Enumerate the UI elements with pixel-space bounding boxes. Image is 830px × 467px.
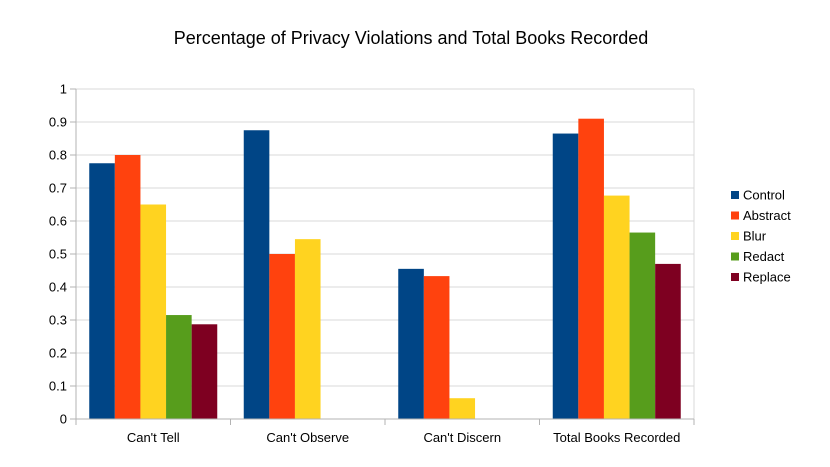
bar-abstract-1: [114, 155, 141, 419]
bar-redact-1: [166, 315, 192, 419]
chart-title: Percentage of Privacy Violations and Tot…: [174, 28, 649, 48]
y-tick-label: 0.6: [49, 214, 67, 229]
bar-abstract-3: [423, 276, 450, 419]
bar-replace-4: [655, 263, 681, 419]
bar-redact-4: [629, 232, 656, 419]
bar-abstract-2: [269, 254, 295, 419]
y-tick-label: 0: [60, 412, 67, 427]
legend-swatch-control: [731, 191, 739, 199]
y-tick-label: 0.9: [49, 115, 67, 130]
y-axis-tick-labels: 0 0.1 0.2 0.3 0.4 0.5 0.6 0.7 0.8 0.9 1: [49, 82, 67, 427]
x-tick-label: Can't Discern: [423, 430, 501, 445]
bar-replace-1: [191, 324, 218, 419]
bar-blur-1: [140, 204, 167, 419]
bar-control-4: [552, 133, 579, 420]
axes: [70, 88, 695, 425]
x-tick-label: Can't Tell: [127, 430, 180, 445]
y-tick-label: 0.7: [49, 181, 67, 196]
y-tick-label: 0.2: [49, 346, 67, 361]
y-tick-label: 0.5: [49, 247, 67, 262]
legend: Control Abstract Blur Redact Replace: [731, 188, 791, 285]
y-tick-label: 0.1: [49, 379, 67, 394]
legend-label-abstract: Abstract: [743, 208, 791, 223]
bar-abstract-4: [578, 118, 604, 419]
legend-swatch-redact: [731, 252, 739, 261]
bar-control-1: [89, 163, 115, 419]
legend-label-replace: Replace: [743, 270, 791, 285]
y-tick-label: 0.4: [49, 280, 67, 295]
legend-swatch-abstract: [731, 211, 739, 220]
x-tick-label: Total Books Recorded: [553, 430, 680, 445]
bar-blur-2: [294, 239, 321, 419]
y-tick-label: 0.8: [49, 148, 67, 163]
legend-swatch-blur: [731, 232, 739, 240]
bars: [89, 118, 681, 420]
x-axis-tick-labels: Can't Tell Can't Observe Can't Discern Tota…: [127, 430, 681, 445]
legend-label-control: Control: [743, 188, 785, 203]
bar-control-3: [398, 268, 424, 419]
x-tick-label: Can't Observe: [266, 430, 349, 445]
y-tick-label: 1: [60, 82, 67, 97]
legend-label-redact: Redact: [743, 249, 785, 264]
legend-swatch-replace: [731, 273, 739, 281]
y-tick-label: 0.3: [49, 313, 67, 328]
bar-control-2: [243, 130, 270, 419]
bar-blur-3: [449, 398, 476, 419]
legend-label-blur: Blur: [743, 229, 767, 244]
bar-blur-4: [603, 195, 630, 419]
